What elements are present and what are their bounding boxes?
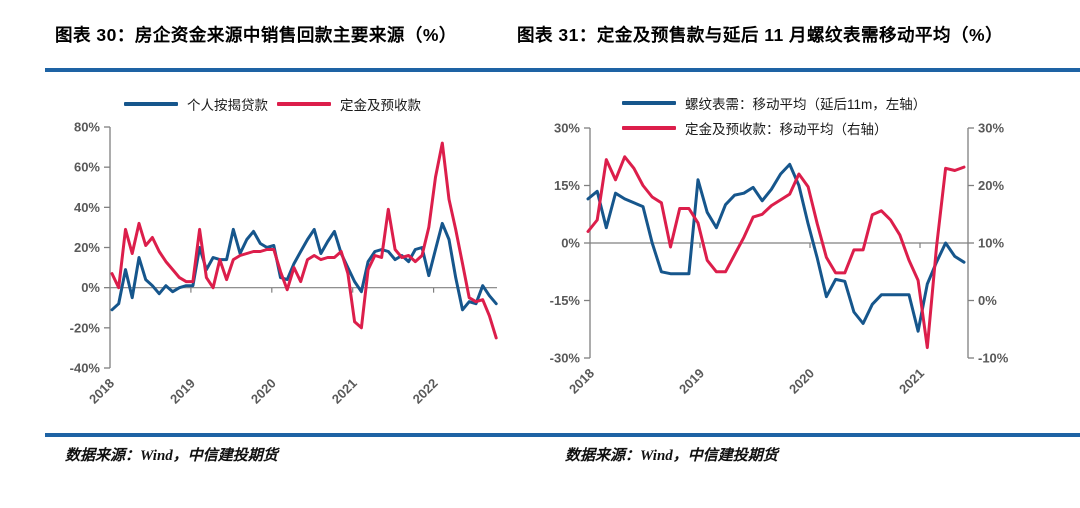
right-axis-tick-label: 20% bbox=[978, 178, 1004, 193]
left-axis-tick-label: 30% bbox=[554, 121, 580, 136]
left-axis-tick-label: 20% bbox=[74, 240, 100, 255]
left-axis-tick-label: -15% bbox=[550, 293, 581, 308]
mortgage-loans-line-swatch bbox=[124, 102, 178, 106]
figure-30-plot: 80% 60% 40% 20% 0% -20% -40%2018 2019 2020 2021 20… bbox=[70, 120, 498, 407]
footer-rule bbox=[45, 433, 1080, 437]
x-axis-year-label: 2019 bbox=[167, 376, 198, 407]
x-axis-year-label: 2020 bbox=[248, 376, 279, 407]
x-axis-year-label: 2022 bbox=[410, 376, 441, 407]
left-axis-tick-label: -30% bbox=[550, 351, 581, 366]
right-axis-tick-label: -10% bbox=[978, 351, 1009, 366]
title-underline-rule bbox=[45, 68, 1080, 72]
deposits-advances-line-swatch bbox=[277, 102, 331, 106]
series-line-31-blue bbox=[586, 162, 966, 333]
figure-31-plot: 30% 15% 0% -15% -30% 30% 20% 10% 0% -10% 2018 2019 2… bbox=[550, 121, 1009, 397]
x-axis-year-label: 2020 bbox=[786, 366, 817, 397]
x-axis-year-label: 2018 bbox=[566, 366, 597, 397]
right-axis-tick-label: 10% bbox=[978, 236, 1004, 251]
rebar-demand-line-swatch bbox=[622, 101, 676, 105]
deposits-ma-line-swatch bbox=[622, 126, 676, 130]
legend-row-deposits-ma: 定金及预收款：移动平均（右轴） bbox=[622, 118, 926, 138]
figure-30-legend: 个人按揭贷款 定金及预收款 bbox=[45, 94, 500, 114]
x-axis-year-label: 2019 bbox=[676, 366, 707, 397]
left-axis-tick-label: 80% bbox=[74, 120, 100, 135]
series-line-30-red bbox=[110, 141, 498, 340]
right-axis-tick-label: 30% bbox=[978, 121, 1004, 136]
figure-30-source-note: 数据来源：Wind，中信建投期货 bbox=[65, 448, 278, 464]
x-axis-year-label: 2021 bbox=[896, 366, 927, 397]
series-line-30-blue bbox=[110, 221, 498, 312]
deposits-ma-legend-label: 定金及预收款：移动平均（右轴） bbox=[685, 122, 888, 137]
left-axis-tick-label: 15% bbox=[554, 178, 580, 193]
left-axis-tick-label: 60% bbox=[74, 160, 100, 175]
figure-31-source-note: 数据来源：Wind，中信建投期货 bbox=[565, 448, 778, 464]
left-axis-tick-label: 0% bbox=[561, 236, 580, 251]
left-axis-tick-label: 0% bbox=[81, 280, 100, 295]
figure-31-title: 图表 31：定金及预售款与延后 11 月螺纹表需移动平均（%） bbox=[517, 25, 1004, 45]
series-line-31-red bbox=[586, 155, 966, 350]
rebar-demand-legend-label: 螺纹表需：移动平均（延后11m，左轴） bbox=[685, 97, 927, 112]
left-axis-tick-label: 40% bbox=[74, 200, 100, 215]
legend-row-rebar-demand: 螺纹表需：移动平均（延后11m，左轴） bbox=[622, 93, 926, 113]
x-axis-year-label: 2018 bbox=[86, 376, 117, 407]
left-axis-tick-label: -40% bbox=[70, 361, 101, 376]
deposits-advances-legend-label: 定金及预收款 bbox=[340, 98, 421, 113]
right-axis-tick-label: 0% bbox=[978, 293, 997, 308]
x-axis-year-label: 2021 bbox=[329, 376, 360, 407]
figure-31-legend: 螺纹表需：移动平均（延后11m，左轴） 定金及预收款：移动平均（右轴） bbox=[622, 93, 926, 138]
left-axis-tick-label: -20% bbox=[70, 320, 101, 335]
mortgage-loans-legend-label: 个人按揭贷款 bbox=[187, 98, 268, 113]
figure-30-title: 图表 30：房企资金来源中销售回款主要来源（%） bbox=[55, 25, 457, 45]
